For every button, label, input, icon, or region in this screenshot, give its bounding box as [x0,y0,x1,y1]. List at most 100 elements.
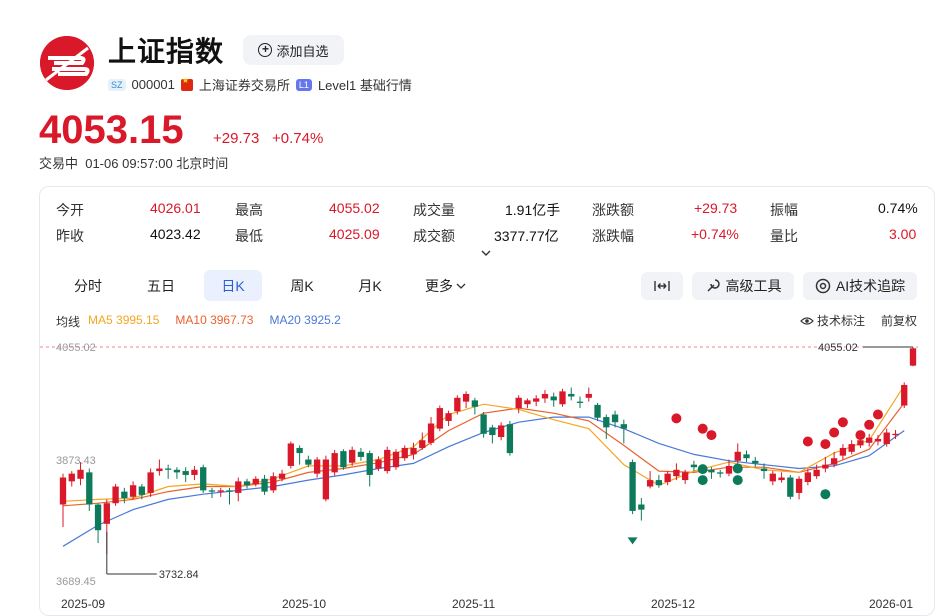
candle-body [813,469,820,477]
kline-chart[interactable]: 4055.02 3873.43 3689.45 4055.02 3732.84 [40,330,918,592]
tab-monthly-k[interactable]: 月K [358,277,382,294]
ai-tracking-button[interactable]: AI技术追踪 [803,272,917,300]
expand-chevron-icon[interactable] [480,248,492,258]
tab-intraday[interactable]: 分时 [74,277,102,294]
y-axis-mid-label: 3873.43 [56,455,96,467]
candle-body [375,459,382,469]
candle-body [419,440,426,448]
candle-body [77,469,84,479]
ma5-legend: MA5 3995.15 [88,313,160,327]
candle-body [646,480,654,487]
stat-value-volume: 1.91亿手 [505,202,561,218]
down-arrow-marker [627,537,638,545]
level-tag: L1 [295,78,312,91]
candle-body [690,464,698,468]
buy-signal-dot [864,419,875,430]
price-change: +29.73 [213,130,260,147]
candle-body [480,414,487,434]
candle-body [305,459,312,465]
candle-body [68,473,75,482]
tab-weekly-k[interactable]: 周K [290,277,314,294]
tech-annotation-toggle[interactable]: 技术标注 [800,312,865,329]
candle-body [287,443,294,466]
candle-body [138,486,146,495]
buy-signal-dot [671,413,682,424]
price-adjust-select[interactable]: 前复权 [881,314,918,328]
candle-body [655,480,663,486]
advanced-tools-label: 高级工具 [725,278,782,294]
candle-body [182,471,189,475]
candle-body [436,408,443,429]
sse-logo-icon [40,36,94,90]
eye-icon [800,316,814,325]
candle-body [226,490,233,492]
candle-body [489,427,496,436]
candle-body [629,462,636,511]
x-axis-label: 2025-11 [452,597,496,611]
candle-body [427,423,435,443]
tab-five-day[interactable]: 五日 [147,277,175,294]
buy-signal-dot [872,409,883,420]
candle-body [822,464,829,469]
level-label: Level1 基础行情 [317,78,412,93]
candle-body [524,400,531,405]
candle-body [173,469,181,473]
tab-daily-k[interactable]: 日K [204,270,262,301]
low-marker-label: 3732.84 [159,569,199,581]
candle-body [270,476,277,491]
stat-label-volume-ratio: 量比 [770,228,798,244]
buy-signal-dot [802,436,813,447]
ma5-line [62,385,905,502]
candle-body [804,472,811,483]
candle-body [866,437,873,443]
ai-icon [815,278,831,294]
advanced-tools-button[interactable]: 高级工具 [692,272,794,300]
candle-body [410,447,417,455]
security-code: 000001 [131,77,175,92]
candle-body [471,400,479,407]
buy-signal-dot [697,423,708,434]
y-axis-top-label: 4055.02 [56,342,96,354]
candle-body [392,451,400,468]
candle-body [603,417,610,428]
candle-body [497,425,505,438]
candle-body [235,481,242,493]
candle-body [857,440,864,446]
stat-label-volume: 成交量 [413,202,455,218]
candle-body [454,397,461,412]
candle-body [734,451,741,461]
stat-value-low: 4025.09 [329,226,380,242]
candle-body [883,432,890,445]
expand-chart-button[interactable] [641,272,683,300]
stat-value-amplitude: 0.74% [878,200,918,216]
candle-body [208,490,216,492]
stat-label-turnover: 成交额 [413,228,455,244]
candle-body [585,393,592,398]
stat-label-change: 涨跌额 [592,202,634,218]
candle-body [673,469,680,477]
x-axis-label: 2026-01 [869,597,914,611]
tab-more[interactable]: 更多 [414,270,478,301]
add-watchlist-button[interactable]: + 添加自选 [243,35,344,65]
candle-body [366,453,373,475]
horizontal-expand-icon [654,281,670,291]
candle-body [550,396,557,401]
candle-body [576,401,584,403]
candle-body [611,414,619,423]
buy-signal-dot [855,430,866,441]
stat-label-amplitude: 振幅 [770,202,798,218]
stat-label-change-pct: 涨跌幅 [592,228,634,244]
candle-body [743,454,750,459]
stat-label-high: 最高 [235,202,263,218]
candle-body [401,447,408,459]
candle-body [795,478,803,493]
candle-body [901,384,908,406]
tools-icon [706,279,720,292]
ma10-legend: MA10 3967.73 [175,313,254,327]
candle-body [156,468,163,472]
ai-tracking-label: AI技术追踪 [835,278,906,294]
candle-body [717,472,724,474]
page-title: 上证指数 [108,36,225,67]
candle-body [769,473,776,482]
candle-body [445,413,452,421]
